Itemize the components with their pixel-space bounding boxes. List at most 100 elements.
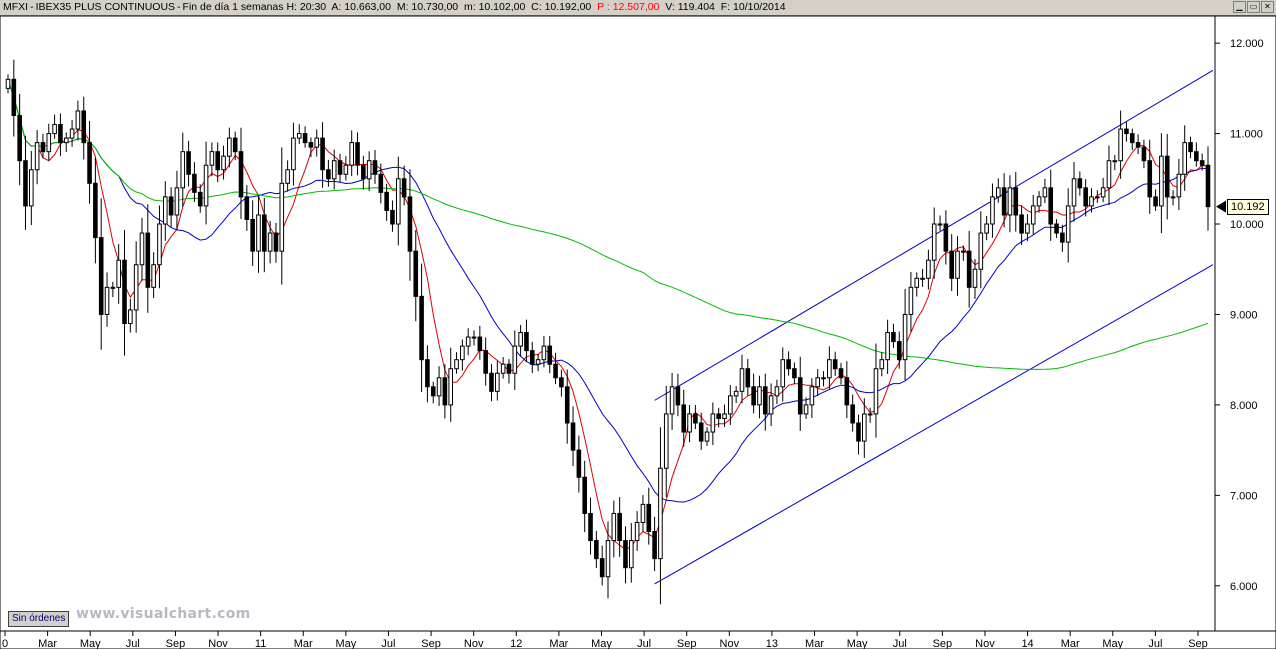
period-label: Fin de día 1 semanas bbox=[182, 1, 284, 13]
candle bbox=[267, 220, 273, 264]
candle-body bbox=[174, 187, 180, 216]
x-tick-label: 13 bbox=[766, 638, 778, 649]
candle-body bbox=[180, 151, 186, 189]
candle-body bbox=[844, 377, 850, 406]
candle-body bbox=[227, 137, 232, 157]
candle bbox=[1054, 219, 1059, 238]
high-value: 10.730,00 bbox=[411, 1, 459, 13]
candle-body bbox=[361, 164, 366, 180]
candle-body bbox=[232, 137, 238, 153]
y-tick-label: 12.000 bbox=[1230, 38, 1264, 50]
y-tick-label: 6.000 bbox=[1230, 581, 1258, 593]
candle bbox=[262, 197, 267, 273]
y-tick-label: 8.000 bbox=[1230, 400, 1258, 412]
candle bbox=[361, 155, 366, 190]
candle-body bbox=[308, 142, 314, 148]
close-button[interactable]: ✕ bbox=[1261, 1, 1274, 13]
candle bbox=[751, 373, 756, 414]
candle bbox=[390, 200, 395, 232]
candle bbox=[757, 375, 762, 419]
candle-body bbox=[1188, 142, 1193, 153]
date-value: 10/10/2014 bbox=[733, 1, 786, 13]
candle-body bbox=[1199, 160, 1205, 166]
candle bbox=[844, 361, 850, 419]
candle-body bbox=[984, 223, 989, 234]
candle-body bbox=[920, 277, 925, 280]
candle-body bbox=[687, 413, 692, 433]
candle bbox=[966, 230, 972, 308]
candle-body bbox=[75, 110, 81, 130]
restore-button[interactable]: ▭ bbox=[1247, 1, 1260, 13]
candle-body bbox=[821, 377, 826, 380]
minimize-button[interactable]: ▁ bbox=[1233, 1, 1246, 13]
candle bbox=[168, 187, 174, 228]
candle bbox=[599, 545, 605, 586]
orders-status[interactable]: Sin órdenes bbox=[8, 611, 70, 627]
candle bbox=[1153, 189, 1158, 211]
candle bbox=[69, 119, 75, 147]
candle bbox=[524, 319, 529, 363]
x-tick-label: Nov bbox=[464, 638, 484, 649]
x-tick-label: May bbox=[591, 638, 612, 649]
candle bbox=[786, 351, 791, 376]
symbol: MFXI bbox=[3, 1, 29, 13]
x-tick-label: 11 bbox=[255, 638, 266, 649]
x-tick-label: Sep bbox=[933, 638, 953, 649]
candle bbox=[931, 207, 937, 279]
candle bbox=[646, 487, 652, 545]
candle bbox=[425, 345, 430, 403]
candle-body bbox=[157, 223, 162, 266]
candle bbox=[1036, 191, 1042, 213]
candle bbox=[40, 133, 46, 159]
candle bbox=[244, 185, 250, 231]
channel-lower-line[interactable] bbox=[654, 264, 1214, 585]
candle bbox=[1089, 188, 1094, 213]
candle bbox=[704, 427, 710, 446]
candle-body bbox=[145, 232, 151, 288]
quote-header: MFXI - IBEX35 PLUS CONTINUOUS - Fin de día 1… bbox=[3, 1, 786, 13]
candle-body bbox=[827, 359, 832, 379]
candle bbox=[87, 120, 92, 204]
candle-body bbox=[541, 345, 547, 361]
candle-body bbox=[576, 449, 582, 478]
candle-body bbox=[535, 359, 541, 365]
candle-body bbox=[495, 372, 500, 392]
candle-body bbox=[559, 377, 564, 388]
candle-body bbox=[547, 345, 553, 365]
candle bbox=[559, 369, 564, 397]
candle-body bbox=[395, 178, 401, 225]
candle bbox=[343, 156, 349, 181]
candle bbox=[1077, 171, 1083, 196]
candle bbox=[23, 135, 28, 230]
candle bbox=[774, 379, 780, 404]
candle-body bbox=[343, 164, 349, 175]
candle-body bbox=[792, 368, 797, 379]
candle-body bbox=[995, 187, 1001, 198]
candle bbox=[937, 215, 943, 231]
candle-body bbox=[931, 223, 937, 261]
candle-body bbox=[1054, 223, 1059, 234]
close-value: 10.192,00 bbox=[544, 1, 592, 13]
candle bbox=[891, 323, 896, 348]
candle-body bbox=[1205, 164, 1211, 208]
candle bbox=[442, 364, 448, 419]
candle bbox=[477, 325, 483, 360]
candle bbox=[430, 381, 436, 404]
candle-body bbox=[896, 341, 902, 361]
candle-body bbox=[1159, 155, 1164, 207]
candle bbox=[1001, 173, 1007, 228]
volume-value: 119.404 bbox=[677, 1, 715, 13]
candle-body bbox=[1083, 187, 1088, 207]
candle bbox=[378, 163, 384, 204]
candle bbox=[762, 373, 768, 431]
y-tick-label: 11.000 bbox=[1230, 129, 1263, 141]
candle-body bbox=[413, 250, 419, 297]
candle bbox=[879, 352, 885, 377]
candle-body bbox=[477, 336, 483, 352]
candles bbox=[5, 59, 1211, 605]
candle-body bbox=[1071, 178, 1077, 207]
candle-body bbox=[1013, 187, 1019, 216]
candle bbox=[192, 162, 197, 202]
candle bbox=[722, 404, 727, 427]
